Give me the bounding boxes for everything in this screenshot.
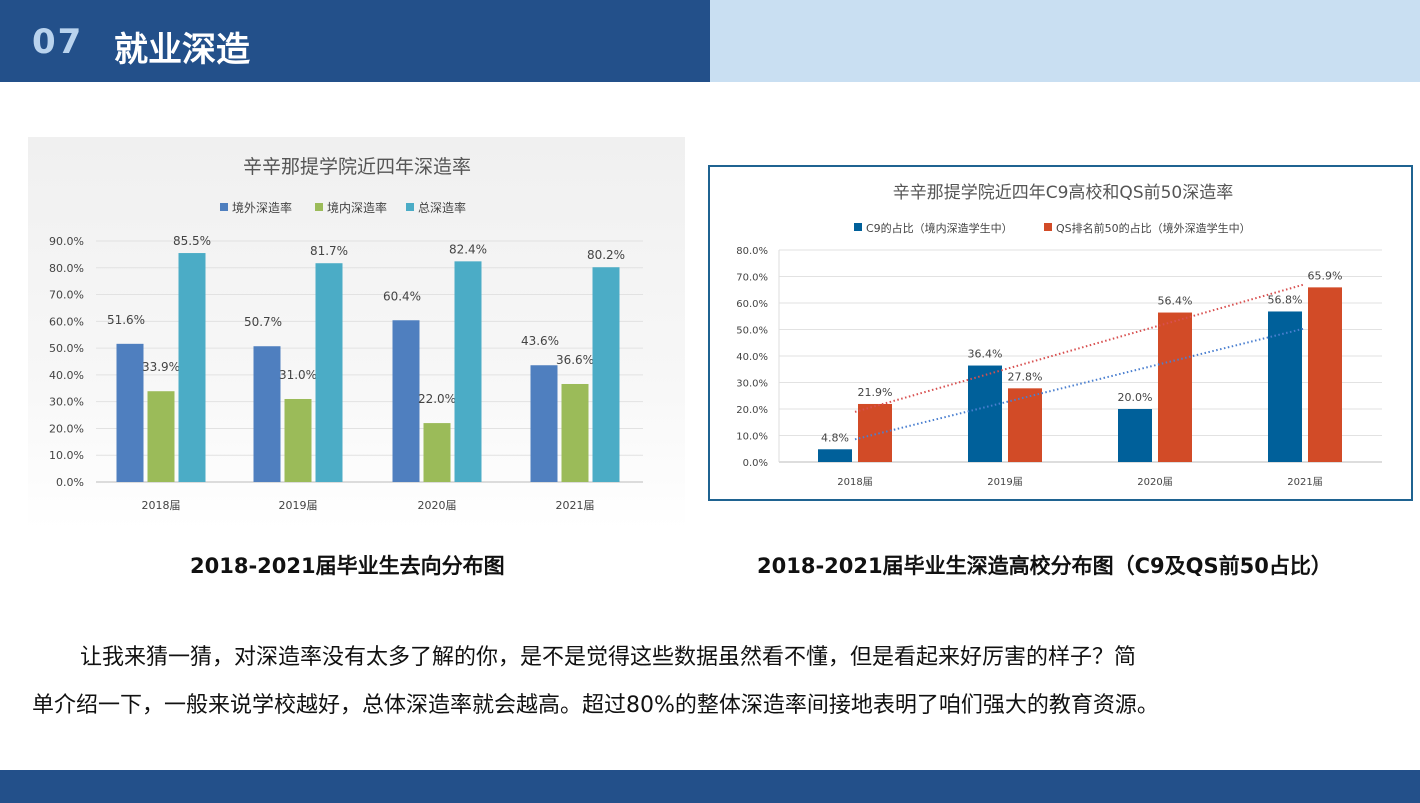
data-label: 60.4% [383, 289, 421, 303]
x-tick-label: 2021届 [1287, 476, 1322, 488]
legend-swatch [406, 203, 414, 211]
data-label: 36.6% [556, 353, 594, 367]
bar-2020届 [454, 261, 482, 482]
bar-2019届 [968, 365, 1002, 462]
data-label: 51.6% [107, 313, 145, 327]
x-tick-label: 2019届 [987, 476, 1022, 488]
x-tick-label: 2021届 [556, 499, 595, 512]
y-tick-label: 70.0% [49, 289, 84, 302]
data-label: 56.4% [1158, 295, 1193, 308]
bar-2021届 [592, 267, 620, 482]
bar-2021届 [1308, 287, 1342, 462]
chart-title: 辛辛那提学院近四年深造率 [243, 156, 471, 178]
data-label: 33.9% [142, 360, 180, 374]
legend-label: 境外深造率 [232, 200, 292, 215]
y-tick-label: 80.0% [49, 262, 84, 275]
data-label: 85.5% [173, 234, 211, 248]
bar-2019届 [1008, 388, 1042, 462]
y-tick-label: 0.0% [743, 458, 768, 469]
page-title: 就业深造 [114, 30, 250, 70]
y-tick-label: 60.0% [736, 299, 768, 310]
y-tick-label: 30.0% [736, 379, 768, 390]
paragraph-line-1: 让我来猜一猜，对深造率没有太多了解的你，是不是觉得这些数据虽然看不懂，但是看起来… [80, 645, 1137, 670]
data-label: 65.9% [1308, 269, 1343, 282]
y-tick-label: 0.0% [56, 476, 84, 489]
data-label: 81.7% [310, 244, 348, 258]
legend-swatch [1044, 223, 1052, 231]
bar-2020届 [423, 423, 451, 482]
y-tick-label: 20.0% [49, 422, 84, 435]
y-tick-label: 90.0% [49, 235, 84, 248]
data-label: 43.6% [521, 334, 559, 348]
x-tick-label: 2020届 [1137, 476, 1172, 488]
chart-title: 辛辛那提学院近四年C9高校和QS前50深造率 [893, 183, 1234, 203]
data-label: 20.0% [1118, 391, 1153, 404]
y-tick-label: 80.0% [736, 246, 768, 257]
bar-2019届 [284, 398, 312, 482]
data-label: 80.2% [587, 248, 625, 262]
legend-label: C9的占比（境内深造学生中） [866, 221, 1013, 235]
x-tick-label: 2020届 [418, 499, 457, 512]
data-label: 21.9% [858, 386, 893, 399]
caption-right: 2018-2021届毕业生深造高校分布图（C9及QS前50占比） [757, 554, 1332, 578]
header-accent [710, 0, 1420, 82]
y-tick-label: 60.0% [49, 315, 84, 328]
y-tick-label: 30.0% [49, 396, 84, 409]
bar-2021届 [561, 383, 589, 482]
bar-2020届 [1158, 312, 1192, 462]
y-tick-label: 50.0% [736, 326, 768, 337]
bar-2020届 [1118, 409, 1152, 462]
y-tick-label: 20.0% [736, 405, 768, 416]
legend-label: 总深造率 [418, 200, 466, 215]
description-paragraph: 让我来猜一猜，对深造率没有太多了解的你，是不是觉得这些数据虽然看不懂，但是看起来… [32, 634, 1402, 730]
bar-2018届 [178, 253, 206, 482]
data-label: 56.8% [1268, 293, 1303, 306]
caption-left: 2018-2021届毕业生去向分布图 [190, 554, 505, 578]
data-label: 82.4% [449, 242, 487, 256]
data-label: 36.4% [968, 348, 1003, 361]
y-tick-label: 40.0% [736, 352, 768, 363]
bar-2020届 [392, 320, 420, 482]
legend-label: QS排名前50的占比（境外深造学生中） [1056, 221, 1251, 235]
bar-2018届 [818, 449, 852, 462]
y-tick-label: 70.0% [736, 273, 768, 284]
data-label: 31.0% [279, 368, 317, 382]
x-tick-label: 2018届 [837, 476, 872, 488]
bar-2018届 [116, 343, 144, 482]
y-tick-label: 50.0% [49, 342, 84, 355]
data-label: 27.8% [1008, 370, 1043, 383]
legend-swatch [220, 203, 228, 211]
bar-2018届 [147, 391, 175, 482]
legend-label: 境内深造率 [327, 200, 387, 215]
legend-swatch [854, 223, 862, 231]
data-label: 22.0% [418, 392, 456, 406]
legend-swatch [315, 203, 323, 211]
x-tick-label: 2019届 [279, 499, 318, 512]
bar-2019届 [315, 263, 343, 482]
y-tick-label: 40.0% [49, 369, 84, 382]
bar-2019届 [253, 346, 281, 482]
paragraph-line-2: 单介绍一下，一般来说学校越好，总体深造率就会越高。超过80%的整体深造率间接地表… [32, 693, 1159, 718]
footer-bar [0, 770, 1420, 803]
y-tick-label: 10.0% [49, 449, 84, 462]
bar-2021届 [530, 365, 558, 482]
data-label: 50.7% [244, 315, 282, 329]
bar-2021届 [1268, 311, 1302, 462]
trendline [854, 327, 1306, 441]
bar-2018届 [858, 403, 892, 462]
x-tick-label: 2018届 [142, 499, 181, 512]
header-bar [0, 0, 710, 82]
data-label: 4.8% [821, 431, 849, 444]
section-number: 07 [32, 22, 84, 62]
y-tick-label: 10.0% [736, 432, 768, 443]
